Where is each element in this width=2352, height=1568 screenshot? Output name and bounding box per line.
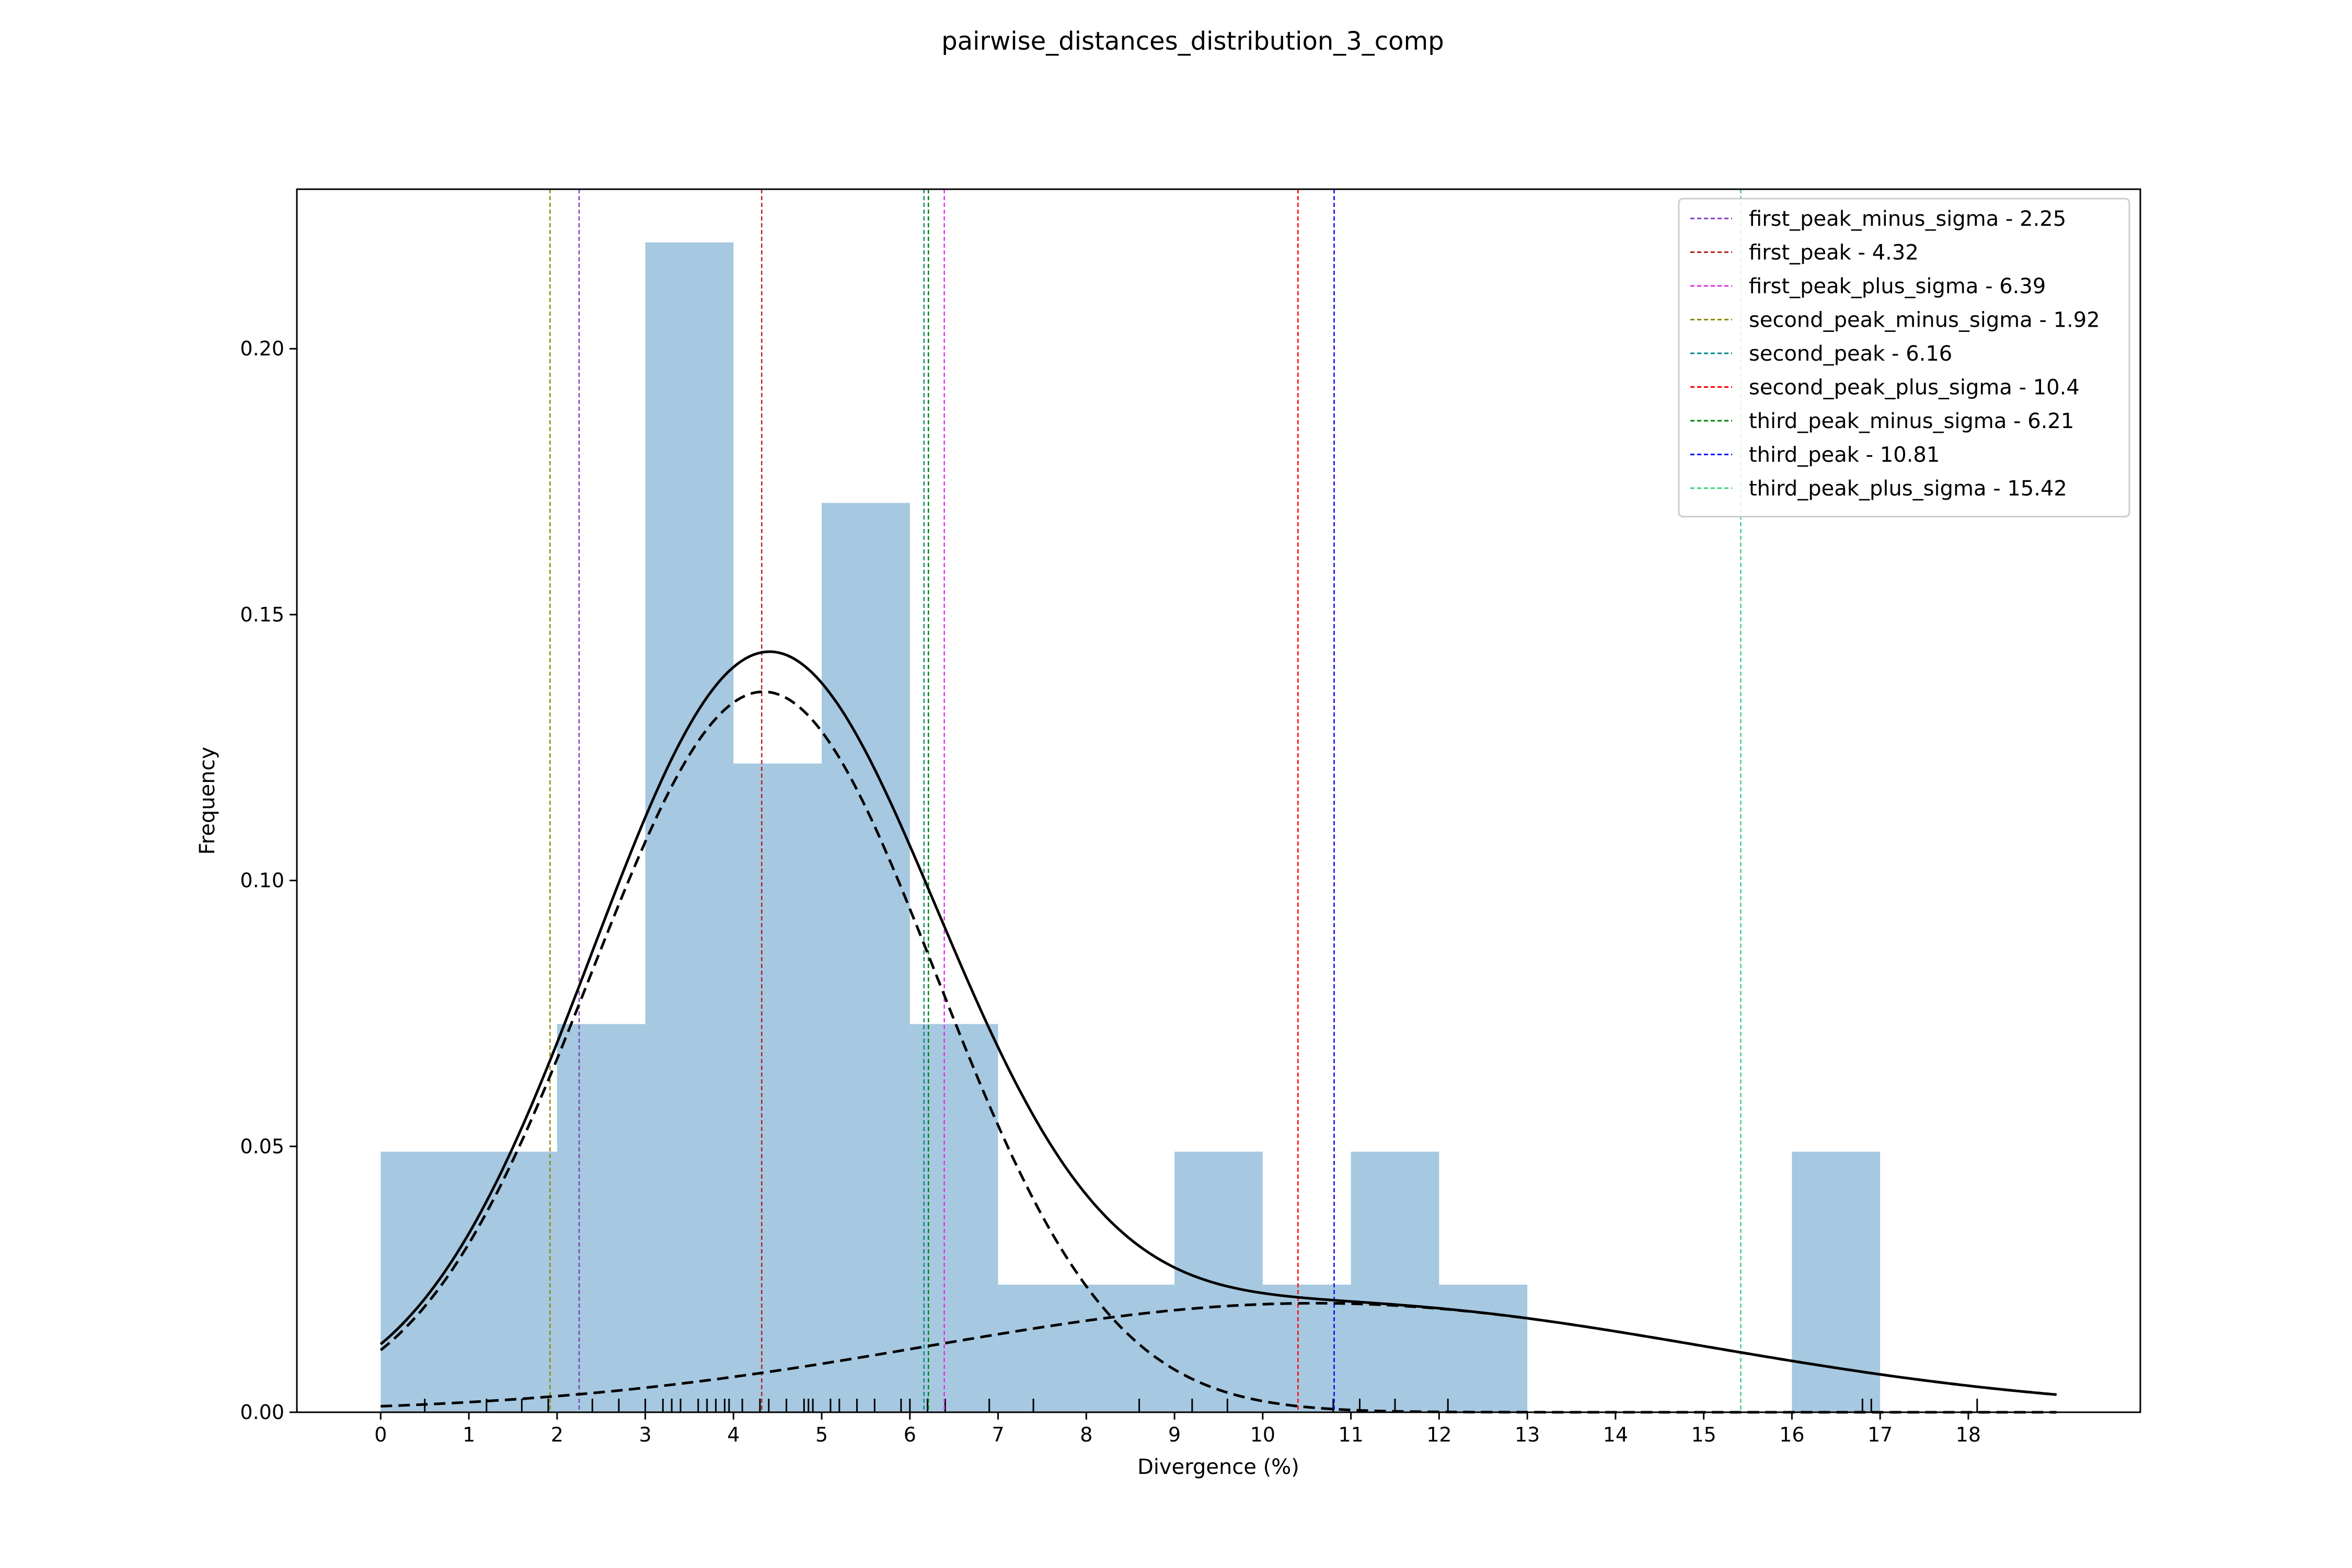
x-axis-label: Divergence (%) xyxy=(1137,1455,1299,1479)
x-tick-label-8: 8 xyxy=(1080,1423,1092,1446)
histogram-bar-1 xyxy=(557,1024,645,1412)
legend-label-2: first_peak_plus_sigma - 6.39 xyxy=(1749,274,2046,298)
legend-label-4: second_peak - 6.16 xyxy=(1749,342,1952,366)
legend-label-6: third_peak_minus_sigma - 6.21 xyxy=(1749,409,2074,433)
legend-label-3: second_peak_minus_sigma - 1.92 xyxy=(1749,308,2100,332)
x-tick-label-11: 11 xyxy=(1338,1423,1363,1446)
axes-frame xyxy=(296,188,2141,1413)
legend-label-5: second_peak_plus_sigma - 10.4 xyxy=(1749,376,2080,400)
histogram-bar-0 xyxy=(381,1151,557,1412)
legend-label-8: third_peak_plus_sigma - 15.42 xyxy=(1749,477,2067,501)
x-tick-label-18: 18 xyxy=(1956,1423,1981,1446)
x-tick-label-17: 17 xyxy=(1867,1423,1893,1446)
x-tick-label-15: 15 xyxy=(1691,1423,1716,1446)
histogram-bar-9 xyxy=(1351,1151,1439,1412)
x-tick-label-10: 10 xyxy=(1250,1423,1275,1446)
legend-frame xyxy=(1678,198,2130,517)
y-axis-label: Frequency xyxy=(195,747,220,855)
x-tick-label-5: 5 xyxy=(815,1423,828,1446)
x-tick-label-12: 12 xyxy=(1426,1423,1451,1446)
x-tick-label-13: 13 xyxy=(1515,1423,1540,1446)
x-tick-label-3: 3 xyxy=(639,1423,651,1446)
x-tick-label-14: 14 xyxy=(1603,1423,1628,1446)
y-tick-label-2: 0.10 xyxy=(240,869,284,892)
legend-label-1: first_peak - 4.32 xyxy=(1749,241,1919,265)
x-tick-label-6: 6 xyxy=(904,1423,916,1446)
x-tick-label-0: 0 xyxy=(374,1423,387,1446)
y-tick-label-3: 0.15 xyxy=(240,603,284,626)
x-tick-label-4: 4 xyxy=(727,1423,740,1446)
legend-label-7: third_peak - 10.81 xyxy=(1749,443,1940,467)
y-tick-label-4: 0.20 xyxy=(240,337,284,360)
histogram-bar-10 xyxy=(1439,1284,1528,1412)
legend: first_peak_minus_sigma - 2.25 first_peak … xyxy=(1678,198,2130,517)
x-tick-label-7: 7 xyxy=(992,1423,1005,1446)
histogram-bar-8 xyxy=(1262,1284,1351,1412)
x-tick-label-9: 9 xyxy=(1168,1423,1181,1446)
x-tick-label-1: 1 xyxy=(463,1423,475,1446)
histogram-bar-2 xyxy=(645,242,734,1412)
mixture-curve xyxy=(379,650,2057,1396)
component-curve-0 xyxy=(379,690,2057,1414)
histogram-bar-4 xyxy=(822,503,910,1412)
chart-title: pairwise_distances_distribution_3_comp xyxy=(941,27,1444,56)
x-tick-label-2: 2 xyxy=(551,1423,563,1446)
legend-label-0: first_peak_minus_sigma - 2.25 xyxy=(1749,207,2066,231)
histogram-bar-3 xyxy=(733,763,822,1412)
histogram-bar-7 xyxy=(1174,1151,1263,1412)
axes: 0 1 2 3 4 5 6 7 8 9 10 11 12 13 14 15 16 17 180.000.050.10… xyxy=(240,337,1981,1446)
x-tick-label-16: 16 xyxy=(1779,1423,1804,1446)
y-tick-label-0: 0.00 xyxy=(240,1401,284,1424)
histogram-bar-6 xyxy=(998,1284,1175,1412)
plot-area xyxy=(379,189,2057,1414)
y-tick-label-1: 0.05 xyxy=(240,1135,284,1158)
histogram-bar-5 xyxy=(909,1024,998,1412)
